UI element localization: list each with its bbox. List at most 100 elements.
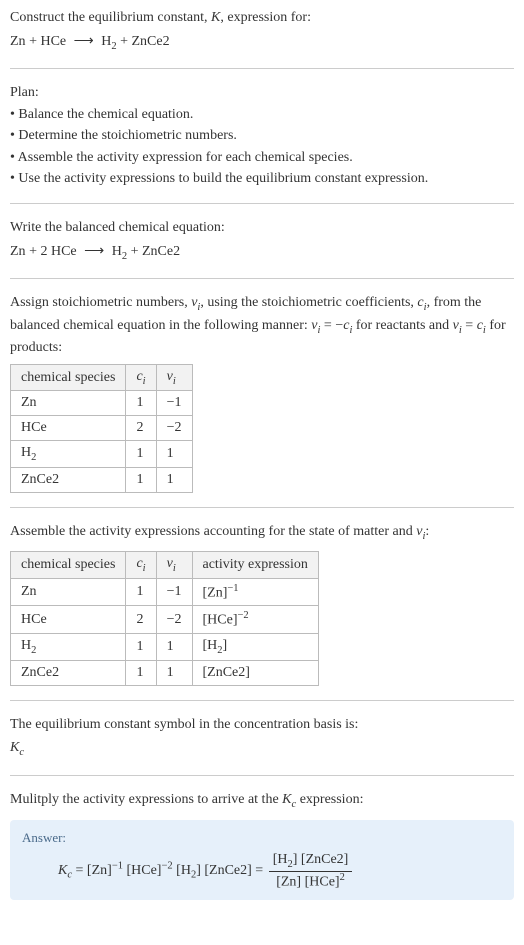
- col-activity: activity expression: [192, 551, 318, 578]
- divider: [10, 507, 514, 508]
- superscript: −2: [238, 610, 249, 621]
- species: HCe: [51, 244, 77, 259]
- species: ZnCe2: [132, 34, 170, 49]
- text: = −: [320, 318, 343, 333]
- table-row: H2 1 1 [H2]: [11, 633, 319, 660]
- base: [HCe]: [203, 613, 238, 628]
- text: Assign stoichiometric numbers,: [10, 295, 191, 310]
- sub-c: c: [19, 747, 24, 758]
- col-species: chemical species: [11, 364, 126, 391]
- superscript: 2: [340, 872, 345, 883]
- species: H: [112, 244, 122, 259]
- numerator: [H2] [ZnCe2]: [269, 852, 353, 871]
- term: [Zn]: [276, 874, 304, 889]
- superscript: −1: [112, 861, 123, 872]
- cell-c: 1: [126, 660, 156, 685]
- cell-c: 1: [126, 441, 156, 468]
- table-header-row: chemical species ci νi: [11, 364, 193, 391]
- col-ci: ci: [126, 551, 156, 578]
- cell-species: Zn: [11, 578, 126, 606]
- cell-c: 1: [126, 391, 156, 416]
- eq: =: [252, 863, 267, 878]
- plan-item: • Use the activity expressions to build …: [10, 169, 514, 189]
- term: [H: [273, 852, 288, 867]
- divider: [10, 700, 514, 701]
- arrow-icon: ⟶: [80, 244, 108, 259]
- table-row: HCe 2 −2 [HCe]−2: [11, 606, 319, 634]
- k: K: [10, 740, 19, 755]
- table-row: HCe 2 −2: [11, 416, 193, 441]
- table-row: ZnCe2 1 1: [11, 468, 193, 493]
- basis-line: The equilibrium constant symbol in the c…: [10, 715, 514, 735]
- cell-c: 1: [126, 633, 156, 660]
- cell-activity: [HCe]−2: [192, 606, 318, 634]
- col-ci: ci: [126, 364, 156, 391]
- text: , expression for:: [220, 10, 311, 25]
- table-row: H2 1 1: [11, 441, 193, 468]
- sub-i: i: [173, 563, 176, 574]
- subscript: 2: [31, 645, 36, 656]
- cell-species: H2: [11, 441, 126, 468]
- arrow-icon: ⟶: [70, 34, 98, 49]
- superscript: −2: [161, 861, 172, 872]
- answer-box: Answer: Kc = [Zn]−1 [HCe]−2 [H2] [ZnCe2]…: [10, 820, 514, 899]
- cell-v: −1: [156, 578, 192, 606]
- term: [HCe]: [126, 863, 161, 878]
- table-row: Zn 1 −1: [11, 391, 193, 416]
- species: ZnCe2: [142, 244, 180, 259]
- k-symbol: K: [211, 10, 220, 25]
- cell-v: −1: [156, 391, 192, 416]
- divider: [10, 278, 514, 279]
- term: [HCe]: [305, 874, 340, 889]
- text: , using the stoichiometric coefficients,: [200, 295, 417, 310]
- sub-i: i: [173, 375, 176, 386]
- cell-activity: [ZnCe2]: [192, 660, 318, 685]
- cell-species: ZnCe2: [11, 468, 126, 493]
- table-header-row: chemical species ci νi activity expressi…: [11, 551, 319, 578]
- cell-v: 1: [156, 660, 192, 685]
- coef: 2: [40, 244, 51, 259]
- plus: +: [117, 34, 132, 49]
- intro-equation: Zn + HCe ⟶ H2 + ZnCe2: [10, 32, 514, 54]
- col-nui: νi: [156, 551, 192, 578]
- plus: +: [127, 244, 142, 259]
- text: H: [21, 445, 31, 460]
- plus: +: [26, 34, 41, 49]
- balanced-equation: Zn + 2 HCe ⟶ H2 + ZnCe2: [10, 242, 514, 264]
- denominator: [Zn] [HCe]2: [269, 872, 353, 890]
- cell-v: −2: [156, 606, 192, 634]
- species: H: [101, 34, 111, 49]
- kc-symbol: Kc: [10, 738, 514, 760]
- subscript: 2: [31, 452, 36, 463]
- cell-v: 1: [156, 468, 192, 493]
- term: [H: [176, 863, 191, 878]
- cell-c: 1: [126, 578, 156, 606]
- plus: +: [26, 244, 41, 259]
- plan-list: • Balance the chemical equation. • Deter…: [10, 105, 514, 189]
- text: Construct the equilibrium constant,: [10, 10, 211, 25]
- plan-item: • Determine the stoichiometric numbers.: [10, 126, 514, 146]
- answer-equation: Kc = [Zn]−1 [HCe]−2 [H2] [ZnCe2] = [H2] …: [22, 852, 502, 889]
- term: [Zn]: [87, 863, 112, 878]
- base: [H: [203, 638, 218, 653]
- close: ]: [223, 638, 228, 653]
- cell-species: HCe: [11, 416, 126, 441]
- table-row: Zn 1 −1 [Zn]−1: [11, 578, 319, 606]
- text: :: [425, 524, 429, 539]
- intro-line-1: Construct the equilibrium constant, K, e…: [10, 8, 514, 28]
- cell-v: 1: [156, 441, 192, 468]
- term: [ZnCe2]: [204, 863, 251, 878]
- activity-table: chemical species ci νi activity expressi…: [10, 551, 319, 686]
- balanced-title: Write the balanced chemical equation:: [10, 218, 514, 238]
- divider: [10, 68, 514, 69]
- text: expression:: [296, 792, 363, 807]
- k: K: [282, 792, 291, 807]
- text: =: [462, 318, 477, 333]
- cell-species: Zn: [11, 391, 126, 416]
- species: Zn: [10, 244, 26, 259]
- divider: [10, 203, 514, 204]
- cell-activity: [H2]: [192, 633, 318, 660]
- stoich-table: chemical species ci νi Zn 1 −1 HCe 2 −2 …: [10, 364, 193, 494]
- text: H: [21, 638, 31, 653]
- base: [Zn]: [203, 585, 228, 600]
